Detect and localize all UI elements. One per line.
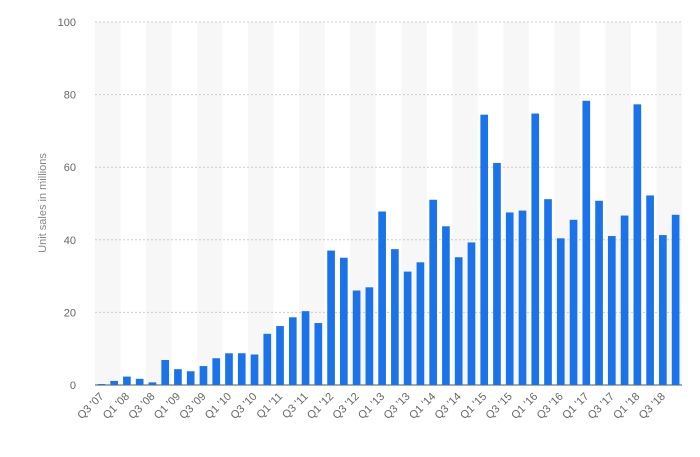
gridlines bbox=[95, 21, 682, 386]
bar bbox=[595, 200, 603, 385]
x-tick-label: Q1 '09 bbox=[152, 391, 183, 422]
bar bbox=[327, 250, 335, 385]
x-tick-label: Q1 '08 bbox=[101, 391, 132, 422]
bar bbox=[518, 210, 527, 385]
bar bbox=[212, 358, 221, 385]
bar bbox=[123, 376, 131, 385]
x-tick-label: Q1 '15 bbox=[458, 391, 489, 422]
bar bbox=[556, 238, 565, 385]
bar bbox=[442, 226, 450, 385]
x-tick-label: Q3 '16 bbox=[535, 391, 566, 422]
bar bbox=[263, 333, 272, 385]
x-tick-label: Q1 '11 bbox=[255, 391, 286, 422]
bar bbox=[454, 257, 463, 385]
bar bbox=[148, 382, 157, 385]
bar bbox=[467, 242, 476, 385]
x-tick-label: Q3 '18 bbox=[637, 391, 668, 422]
y-tick-label: 40 bbox=[64, 235, 76, 247]
bar bbox=[429, 199, 437, 385]
bar bbox=[237, 353, 246, 385]
column-bands bbox=[95, 22, 682, 385]
x-tick-label: Q3 '15 bbox=[484, 391, 515, 422]
bar bbox=[314, 323, 323, 385]
x-tick-label: Q1 '13 bbox=[356, 391, 387, 422]
column-band bbox=[146, 22, 172, 385]
bar bbox=[505, 212, 514, 385]
bar bbox=[646, 195, 654, 385]
x-tick-label: Q1 '12 bbox=[305, 391, 336, 422]
bar bbox=[582, 100, 591, 385]
bar bbox=[352, 290, 361, 385]
column-band bbox=[248, 22, 274, 385]
bar bbox=[403, 271, 412, 385]
x-tick-label: Q1 '16 bbox=[509, 391, 540, 422]
bar bbox=[633, 104, 642, 385]
x-tick-label: Q3 '10 bbox=[228, 391, 259, 422]
bar bbox=[186, 371, 195, 385]
y-axis-ticks: 0 20 40 60 80 100 bbox=[58, 17, 76, 392]
bar bbox=[569, 219, 578, 385]
y-tick-label: 80 bbox=[64, 90, 76, 102]
bar bbox=[416, 262, 425, 385]
bar bbox=[301, 311, 310, 385]
bar bbox=[531, 113, 540, 386]
y-tick-label: 100 bbox=[58, 17, 76, 29]
x-tick-label: Q3 '14 bbox=[433, 391, 464, 422]
x-tick-label: Q1 '10 bbox=[203, 391, 234, 422]
bar bbox=[135, 378, 144, 385]
bar bbox=[659, 235, 667, 385]
bar bbox=[174, 369, 182, 385]
bar bbox=[161, 359, 170, 385]
x-tick-label: Q3 '08 bbox=[126, 391, 157, 422]
x-tick-label: Q1 '17 bbox=[560, 391, 591, 422]
bar bbox=[340, 257, 348, 385]
bar bbox=[671, 214, 680, 385]
y-tick-label: 60 bbox=[64, 162, 76, 174]
bar bbox=[288, 317, 297, 385]
bar bbox=[391, 249, 399, 385]
y-axis-title: Unit sales in millions bbox=[37, 153, 49, 253]
bar bbox=[607, 236, 616, 385]
column-band bbox=[95, 22, 121, 385]
bar bbox=[620, 215, 629, 385]
bar bbox=[544, 199, 552, 385]
bar bbox=[480, 114, 489, 386]
x-tick-label: Q3 '13 bbox=[382, 391, 413, 422]
bar bbox=[97, 384, 106, 385]
bar bbox=[378, 211, 386, 385]
x-tick-label: Q1 '14 bbox=[407, 391, 438, 422]
x-tick-label: Q1 '18 bbox=[611, 391, 642, 422]
bar bbox=[493, 162, 501, 385]
x-tick-label: Q3 '07 bbox=[75, 391, 106, 422]
bar bbox=[225, 353, 233, 385]
column-band bbox=[197, 22, 223, 385]
bar bbox=[110, 380, 118, 385]
x-tick-label: Q3 '09 bbox=[177, 391, 208, 422]
bars bbox=[97, 100, 680, 386]
y-tick-label: 20 bbox=[64, 307, 76, 319]
x-tick-label: Q3 '11 bbox=[280, 391, 311, 422]
y-tick-label: 0 bbox=[70, 380, 76, 392]
bar bbox=[365, 287, 374, 385]
bar bbox=[199, 366, 208, 385]
x-tick-label: Q3 '12 bbox=[331, 391, 362, 422]
bar bbox=[276, 326, 284, 385]
bar bbox=[250, 354, 259, 385]
x-tick-label: Q3 '17 bbox=[586, 391, 617, 422]
